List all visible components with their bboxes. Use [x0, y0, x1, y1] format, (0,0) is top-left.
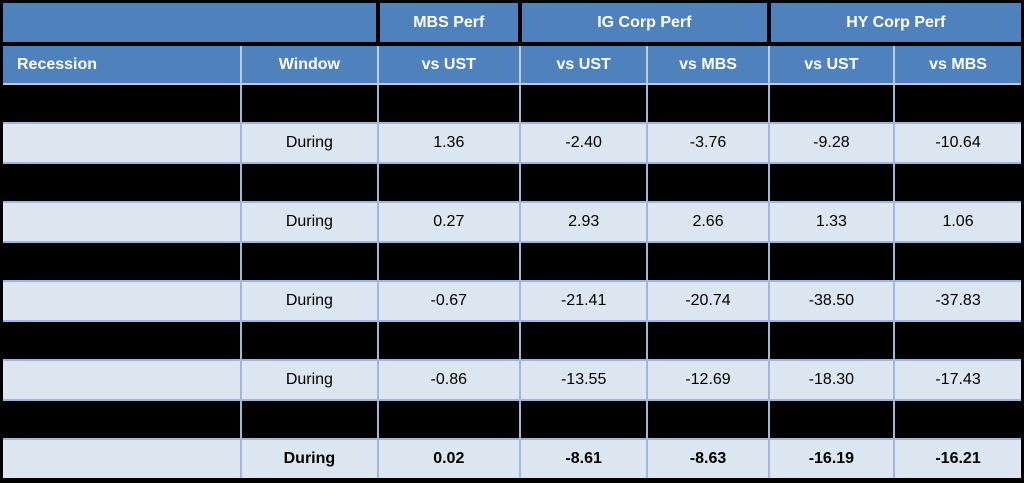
column-header-row: Recession Window vs UST vs UST vs MBS vs… — [0, 44, 1024, 85]
redacted-cell — [376, 82, 521, 125]
table-cell: -21.41 — [518, 280, 649, 322]
redacted-cell — [240, 161, 379, 204]
redacted-cell — [518, 82, 649, 125]
column-header-hy-vs-ust: vs UST — [767, 44, 896, 85]
redacted-cell — [518, 398, 649, 441]
table-cell: 2.93 — [518, 201, 649, 243]
table-cell: -13.55 — [518, 359, 649, 401]
redacted-cell — [240, 240, 379, 283]
table-cell: -16.19 — [767, 438, 896, 482]
table-cell: -8.61 — [518, 438, 649, 482]
table-cell: During — [240, 201, 379, 243]
redacted-cell — [376, 319, 521, 362]
redacted-cell — [376, 398, 521, 441]
redacted-cell — [767, 398, 896, 441]
redacted-cell — [893, 82, 1024, 125]
table-cell: 2.66 — [646, 201, 770, 243]
redacted-cell — [893, 319, 1024, 362]
redacted-row — [0, 240, 1024, 283]
table-cell: -17.43 — [893, 359, 1024, 401]
column-header-mbs-vs-ust: vs UST — [376, 44, 521, 85]
header-group-mbs-perf: MBS Perf — [375, 1, 520, 46]
header-group-ig-corp-perf: IG Corp Perf — [517, 1, 769, 46]
table-cell: -16.21 — [893, 438, 1024, 482]
redacted-cell — [0, 82, 243, 125]
table-cell: -2.40 — [518, 122, 649, 164]
redacted-cell — [646, 82, 770, 125]
redacted-cell — [376, 240, 521, 283]
redacted-cell — [240, 398, 379, 441]
header-group-row: MBS Perf IG Corp Perf HY Corp Perf — [1, 1, 1023, 46]
table-cell — [0, 438, 243, 482]
table-cell — [0, 359, 243, 401]
redacted-cell — [0, 161, 243, 204]
redacted-cell — [240, 82, 379, 125]
redacted-cell — [0, 319, 243, 362]
table-cell: -18.30 — [767, 359, 896, 401]
data-row: During -0.67 -21.41 -20.74 -38.50 -37.83 — [0, 280, 1024, 322]
redacted-cell — [767, 319, 896, 362]
table-cell: 1.33 — [767, 201, 896, 243]
column-header-recession: Recession — [0, 44, 243, 85]
redacted-cell — [518, 319, 649, 362]
header-group-spacer — [1, 1, 378, 46]
redacted-cell — [0, 398, 243, 441]
table-cell: 0.02 — [376, 438, 521, 482]
table-cell: During — [240, 359, 379, 401]
redacted-cell — [767, 240, 896, 283]
redacted-cell — [518, 240, 649, 283]
redacted-cell — [767, 161, 896, 204]
redacted-cell — [646, 398, 770, 441]
table-cell: -37.83 — [893, 280, 1024, 322]
redacted-cell — [518, 161, 649, 204]
redacted-cell — [376, 161, 521, 204]
redacted-cell — [646, 161, 770, 204]
table-cell — [0, 280, 243, 322]
table-cell: 0.27 — [376, 201, 521, 243]
table-cell: During — [240, 122, 379, 164]
column-header-ig-vs-mbs: vs MBS — [646, 44, 770, 85]
redacted-cell — [240, 319, 379, 362]
table-cell: -8.63 — [646, 438, 770, 482]
table-cell — [0, 201, 243, 243]
table-cell: 1.36 — [376, 122, 521, 164]
column-header-ig-vs-ust: vs UST — [518, 44, 649, 85]
redacted-row — [0, 319, 1024, 362]
redacted-cell — [893, 240, 1024, 283]
data-row: During -0.86 -13.55 -12.69 -18.30 -17.43 — [0, 359, 1024, 401]
redacted-cell — [0, 240, 243, 283]
table-cell: During — [240, 280, 379, 322]
redacted-row — [0, 82, 1024, 125]
redacted-cell — [646, 240, 770, 283]
data-row: During 1.36 -2.40 -3.76 -9.28 -10.64 — [0, 122, 1024, 164]
redacted-cell — [646, 319, 770, 362]
data-row: During 0.27 2.93 2.66 1.33 1.06 — [0, 201, 1024, 243]
redacted-cell — [893, 161, 1024, 204]
table-body: During 1.36 -2.40 -3.76 -9.28 -10.64 During 0.2… — [0, 82, 1024, 482]
table-cell — [0, 122, 243, 164]
table-cell: -20.74 — [646, 280, 770, 322]
table-cell: -38.50 — [767, 280, 896, 322]
table-cell: -10.64 — [893, 122, 1024, 164]
redacted-row — [0, 161, 1024, 204]
table-cell: During — [240, 438, 379, 482]
redacted-cell — [767, 82, 896, 125]
table-cell: 1.06 — [893, 201, 1024, 243]
column-header-window: Window — [240, 44, 379, 85]
column-header-hy-vs-mbs: vs MBS — [893, 44, 1024, 85]
table-cell: -0.86 — [376, 359, 521, 401]
table-cell: -9.28 — [767, 122, 896, 164]
header-group-hy-corp-perf: HY Corp Perf — [766, 1, 1023, 46]
table-cell: -3.76 — [646, 122, 770, 164]
data-row: During 0.02 -8.61 -8.63 -16.19 -16.21 — [0, 438, 1024, 482]
table-cell: -0.67 — [376, 280, 521, 322]
redacted-row — [0, 398, 1024, 441]
table-cell: -12.69 — [646, 359, 770, 401]
redacted-cell — [893, 398, 1024, 441]
